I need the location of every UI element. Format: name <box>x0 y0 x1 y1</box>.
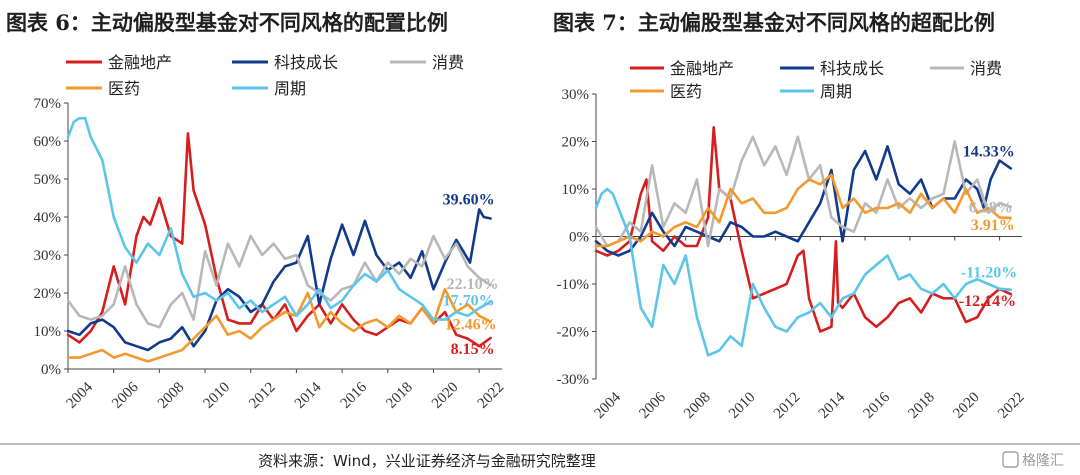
series-end-label: 22.10% <box>447 276 499 293</box>
x-tick-label: 2008 <box>155 379 188 412</box>
legend-label: 周期 <box>274 79 306 98</box>
watermark-text: 格隆汇 <box>1022 453 1064 469</box>
series-line <box>66 287 492 363</box>
x-tick-label: 2014 <box>816 389 849 422</box>
y-tick-label: 50% <box>34 172 62 188</box>
y-tick-label: -10% <box>557 277 590 293</box>
x-tick-label: 2004 <box>592 389 625 422</box>
x-tick-label: 2012 <box>246 379 279 412</box>
y-tick-label: -30% <box>557 372 590 388</box>
series-end-label: 39.60% <box>443 192 495 209</box>
x-tick-label: 2018 <box>905 389 938 422</box>
x-tick-label: 2008 <box>681 389 714 422</box>
y-tick-label: 60% <box>34 134 62 150</box>
y-tick-label: 30% <box>562 87 590 103</box>
chart-title: 图表 7：主动偏股型基金对不同风格的超配比例 <box>553 10 995 35</box>
x-tick-label: 2012 <box>771 389 804 422</box>
chart-panel-2: 图表 7：主动偏股型基金对不同风格的超配比例 -30% -20% -10% 0% 10% 2… <box>553 10 1028 422</box>
series-line <box>594 135 1013 248</box>
x-tick-label: 2014 <box>292 379 325 412</box>
y-tick-label: -20% <box>557 325 590 341</box>
series-end-label: 3.91% <box>971 217 1015 234</box>
x-tick-label: 2006 <box>636 389 669 422</box>
legend-label: 周期 <box>820 82 852 101</box>
series-end-label: 17.70% <box>443 293 495 310</box>
y-tick-label: 20% <box>562 135 590 151</box>
series-end-label: -12.14% <box>959 293 1016 310</box>
y-tick-label: 20% <box>34 286 62 302</box>
series-line <box>594 145 1013 257</box>
legend-label: 科技成长 <box>274 53 338 72</box>
x-tick-label: 2022 <box>995 389 1028 422</box>
series-end-label: -11.20% <box>961 265 1017 282</box>
legend-label: 消费 <box>970 59 1002 78</box>
legend-label: 医药 <box>670 82 702 101</box>
series-end-label: 6.28% <box>969 200 1013 217</box>
y-tick-label: 70% <box>34 96 62 112</box>
x-tick-label: 2010 <box>201 379 234 412</box>
y-tick-label: 10% <box>562 182 590 198</box>
watermark: 格隆汇 <box>1002 451 1064 469</box>
legend-label: 医药 <box>108 79 140 98</box>
series-line <box>594 173 1013 248</box>
x-tick-label: 2020 <box>950 389 983 422</box>
y-tick-label: 30% <box>34 248 62 264</box>
x-tick-label: 2016 <box>338 379 371 412</box>
x-tick-label: 2010 <box>726 389 759 422</box>
chart-panel-1: 图表 6：主动偏股型基金对不同风格的配置比例 0% 10% 20% 30% 40% 50% 6… <box>6 10 507 412</box>
series-line <box>594 187 1013 357</box>
x-tick-label: 2016 <box>861 389 894 422</box>
x-tick-label: 2018 <box>383 379 416 412</box>
series-line <box>66 234 492 329</box>
y-tick-label: 0% <box>41 362 61 378</box>
legend-label: 科技成长 <box>820 59 884 78</box>
watermark-logo-icon <box>1002 451 1019 468</box>
series-end-label: 14.33% <box>963 143 1015 160</box>
y-tick-label: 10% <box>34 324 62 340</box>
series-end-label: 12.46% <box>445 317 497 334</box>
legend-label: 消费 <box>432 53 464 72</box>
series-line <box>66 208 492 352</box>
series-line <box>66 116 492 321</box>
legend-label: 金融地产 <box>670 59 734 78</box>
chart-title: 图表 6：主动偏股型基金对不同风格的配置比例 <box>6 10 448 35</box>
x-tick-label: 2004 <box>64 379 97 412</box>
legend-label: 金融地产 <box>108 53 172 72</box>
x-tick-label: 2020 <box>429 379 462 412</box>
source-note: 资料来源：Wind，兴业证券经济与金融研究院整理 <box>258 452 596 470</box>
y-tick-label: 40% <box>34 210 62 226</box>
x-tick-label: 2006 <box>109 379 142 412</box>
figure-footer: 资料来源：Wind，兴业证券经济与金融研究院整理 格隆汇 <box>0 443 1080 470</box>
series-end-label: 8.15% <box>451 341 495 358</box>
x-tick-label: 2022 <box>475 379 508 412</box>
y-tick-label: 0% <box>569 230 589 246</box>
